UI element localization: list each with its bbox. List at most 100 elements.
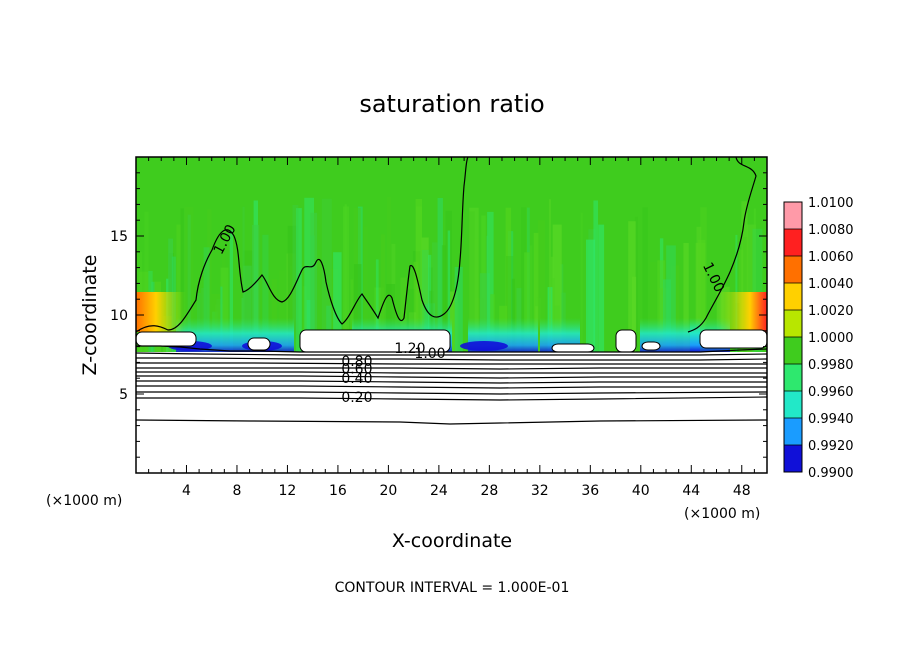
colorbar-segment [784,310,802,338]
contour-label: 0.20 [341,390,372,406]
field-streak [683,243,689,352]
field-streak [469,207,479,352]
contour-1.00-low [136,357,767,361]
contour-label: 0.60 [341,362,372,378]
field-streak [521,207,527,352]
colorbar-label: 1.0100 [808,196,854,211]
y-axis-label: Z-coordinate [79,255,101,376]
contour-1.00-right [687,157,757,333]
field-streak [511,278,515,352]
field-streak [698,239,706,352]
colorbar-segment [784,283,802,311]
field-streak [296,208,302,352]
field-streak [533,232,539,352]
contour-1.20 [136,345,767,353]
field-streak [447,230,451,352]
field-saturated-cloud-patch [641,341,661,351]
colorbar-label: 0.9960 [808,385,854,400]
field-streak [506,256,514,352]
contour-label: 1.20 [394,341,425,357]
x-tick-label: 40 [632,483,650,499]
contour-0.20 [136,396,767,401]
field-streak [746,224,756,352]
field-streak [380,234,385,352]
contour-0.60 [136,375,767,379]
field-streak [505,207,512,352]
field-streak [207,209,212,352]
x-tick-label: 12 [278,483,296,499]
contour-0.70 [136,371,767,374]
field-dry-region [136,352,767,473]
field-streak [437,198,443,352]
field-streak [529,245,533,352]
field-streak [593,200,598,352]
y-axis-ticks: 5 10 15 [110,172,767,458]
contour-1.10 [136,352,767,356]
x-axis-label: X-coordinate [392,530,512,552]
x-axis-unit-left: (×1000 m) [46,493,122,509]
field-streak [479,273,490,352]
contour-label-text: 0.80 [341,354,372,370]
colorbar-segment [784,364,802,392]
field-streak [432,242,438,352]
contour-0.50 [136,380,767,384]
field-streaks [136,197,767,353]
field-streak [321,198,332,352]
field-streak [184,206,194,352]
field-streak [353,264,362,352]
x-tick-label: 44 [682,483,700,499]
field-streak [524,252,530,352]
field-streak [598,224,605,352]
field-saturated-cloud-patch [699,329,767,349]
field-streak [537,220,546,352]
contour-0.80 [136,367,767,370]
field-streak [310,212,318,352]
field-streak [551,278,555,352]
y-tick-label: 15 [110,229,128,245]
contour-label-text: 0.60 [341,362,372,378]
contour-interval-note: CONTOUR INTERVAL = 1.000E-01 [335,580,570,596]
field-streak [271,279,277,352]
y-tick-label: 5 [119,387,128,403]
field-streak [375,259,379,352]
colorbar-label: 1.0000 [808,331,854,346]
colorbar-label: 1.0080 [808,223,854,238]
contour-1.00-left [136,157,469,333]
field-streak [420,237,429,352]
colorbar-segment [784,256,802,284]
x-tick-label: 32 [531,483,549,499]
field-saturated-cloud-patch [615,329,637,353]
colorbar-label: 0.9900 [808,466,854,481]
colorbar-label: 0.9940 [808,412,854,427]
contour-0.30 [136,391,767,395]
contour-label-text: 1.20 [394,341,425,357]
field-streak [400,277,407,352]
field-streak [292,205,299,352]
colorbar-label: 0.9920 [808,439,854,454]
field-streak [741,201,748,352]
field-warm-edge-left [136,292,186,332]
field-streak [302,286,307,352]
colorbar-label: 1.0040 [808,277,854,292]
field-streak [176,224,182,352]
field-streak [243,265,252,352]
x-tick-label: 24 [430,483,448,499]
colorbar-segment [784,229,802,257]
x-tick-label: 8 [233,483,242,499]
field-streak [262,234,269,352]
contour-label-text: 0.20 [341,390,372,406]
field-streak [469,211,475,352]
field-streak [333,252,342,352]
colorbar-segment [784,337,802,365]
x-tick-label: 16 [329,483,347,499]
field-streak [144,211,149,352]
field-streak [548,199,551,352]
field-streak [220,267,229,352]
field-streak [666,245,676,352]
contour-0.40 [136,385,767,389]
colorbar-segment [784,202,802,230]
field-streak [631,276,637,352]
colorbar-segment [784,418,802,446]
contour-label-text: 0.40 [341,371,372,387]
colorbar-segment [784,391,802,419]
